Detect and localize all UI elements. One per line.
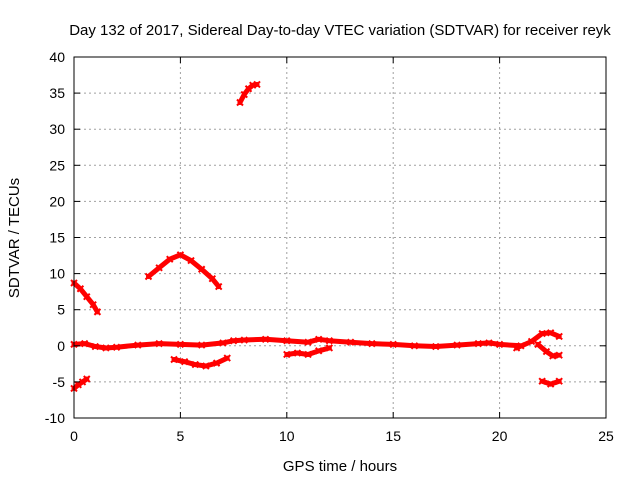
data-point: [236, 98, 244, 107]
data-point: [83, 292, 91, 301]
data-point: [555, 377, 563, 385]
data-point: [538, 329, 546, 338]
data-point: [368, 339, 376, 348]
data-point: [325, 337, 334, 345]
data-point: [229, 337, 238, 345]
data-point: [170, 355, 178, 364]
data-point: [219, 339, 227, 347]
data-point: [293, 349, 302, 357]
data-point: [76, 285, 85, 293]
y-axis-label: SDTVAR / TECUs: [6, 178, 23, 298]
data-point: [474, 339, 483, 348]
y-tick-label: 15: [49, 230, 65, 246]
y-tick-label: 30: [49, 121, 65, 137]
data-point: [346, 338, 355, 346]
data-point: [546, 380, 555, 388]
data-point: [176, 340, 185, 349]
data-point: [261, 335, 270, 344]
data-point: [208, 274, 217, 283]
data-point: [80, 339, 89, 348]
data-point: [155, 264, 163, 272]
x-tick-label: 5: [177, 428, 185, 444]
data-point: [432, 342, 440, 351]
ticks: 0 5 10 15 20 25 -10 -5 0 5 10 15 20 25 30 35 40: [45, 49, 614, 444]
x-tick-label: 25: [598, 428, 614, 444]
y-tick-label: 20: [49, 193, 65, 209]
x-tick-label: 15: [385, 428, 401, 444]
data-point: [315, 347, 323, 355]
data-point: [240, 336, 248, 344]
data-point: [555, 351, 563, 359]
series-arc-midday-dip: [170, 354, 231, 370]
data-point: [197, 265, 206, 273]
series-arc-evening-loop: [534, 340, 563, 360]
data-point: [534, 340, 542, 349]
y-tick-label: 40: [49, 49, 65, 65]
data-point: [495, 340, 504, 349]
data-point: [410, 342, 419, 350]
chart-title: Day 132 of 2017, Sidereal Day-to-day VTE…: [69, 22, 611, 39]
data-point: [180, 357, 189, 366]
grid: [74, 57, 606, 418]
data-point: [102, 344, 110, 352]
series-arc-early-decay: [70, 279, 102, 316]
data-point: [527, 337, 536, 346]
y-tick-label: 25: [49, 157, 65, 173]
data-point: [187, 256, 195, 265]
data-point: [546, 329, 555, 337]
x-axis-label: GPS time / hours: [283, 458, 397, 475]
data-point: [112, 343, 121, 351]
data-point: [315, 335, 323, 344]
series-arc-main-baseline: [70, 335, 525, 352]
series-arc-evening-negative: [538, 377, 563, 388]
series-arc-early-negative: [70, 375, 91, 393]
series-arc-morning-high: [236, 80, 261, 107]
data-point: [512, 344, 521, 352]
x-tick-label: 10: [279, 428, 295, 444]
series-arc-afternoon-dip: [283, 344, 334, 359]
data-point: [134, 341, 142, 349]
data-point: [223, 354, 231, 362]
data-point: [144, 272, 153, 281]
data-point: [555, 332, 563, 341]
data-point: [155, 339, 163, 348]
y-tick-label: 5: [57, 302, 65, 318]
data-point: [304, 338, 312, 346]
data-point: [93, 308, 102, 316]
y-tick-label: -10: [45, 410, 65, 426]
y-tick-label: -5: [53, 374, 66, 390]
series-arc-midday-hump: [144, 251, 223, 291]
data-point: [542, 347, 551, 356]
data-point: [253, 80, 261, 89]
data-point: [89, 300, 97, 309]
data-point: [538, 377, 546, 385]
data-point: [283, 350, 291, 359]
data-point: [240, 90, 248, 99]
data-point: [191, 360, 200, 369]
data-layer: [70, 80, 563, 393]
data-point: [83, 375, 91, 383]
data-point: [176, 251, 185, 259]
series-arc-evening-raised: [512, 329, 563, 352]
data-point: [549, 352, 557, 360]
y-tick-label: 0: [57, 338, 65, 354]
data-point: [166, 255, 174, 263]
data-point: [212, 359, 221, 367]
data-point: [197, 341, 206, 349]
data-point: [485, 339, 493, 347]
data-point: [214, 282, 223, 291]
data-point: [202, 362, 210, 370]
data-point: [389, 340, 397, 349]
data-point: [283, 337, 291, 345]
x-tick-label: 0: [70, 428, 78, 444]
data-point: [304, 350, 312, 359]
y-tick-label: 10: [49, 266, 65, 282]
x-tick-label: 20: [492, 428, 508, 444]
data-point: [453, 341, 461, 349]
y-tick-label: 35: [49, 85, 65, 101]
data-point: [325, 344, 334, 352]
data-point: [91, 342, 99, 351]
